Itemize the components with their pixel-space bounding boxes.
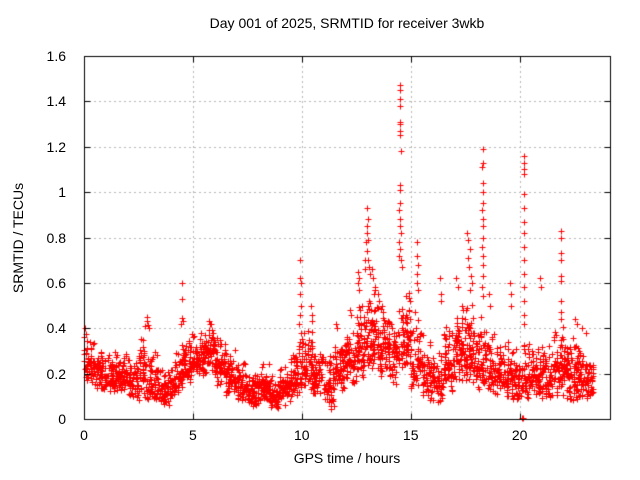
y-tick-label-0.2: 0.2 — [46, 365, 66, 382]
chart-title: Day 001 of 2025, SRMTID for receiver 3wk… — [209, 15, 485, 31]
y-tick-label-0: 0 — [58, 411, 66, 427]
y-tick-label-1: 1 — [58, 184, 66, 201]
y-tick-label-0.8: 0.8 — [46, 229, 66, 246]
y-tick-label-0.6: 0.6 — [46, 274, 66, 291]
x-axis-label: GPS time / hours — [293, 450, 401, 466]
x-tick-label-20: 20 — [511, 427, 528, 443]
x-tick-label-0: 0 — [80, 427, 88, 443]
x-tick-label-5: 5 — [188, 427, 197, 443]
x-tick-label-10: 10 — [294, 427, 310, 443]
y-tick-label-1.6: 1.6 — [46, 48, 66, 64]
y-tick-label-1.4: 1.4 — [46, 93, 66, 110]
y-tick-label-1.2: 1.2 — [46, 138, 66, 155]
y-tick-label-0.4: 0.4 — [46, 320, 66, 337]
x-tick-label-15: 15 — [402, 427, 419, 443]
